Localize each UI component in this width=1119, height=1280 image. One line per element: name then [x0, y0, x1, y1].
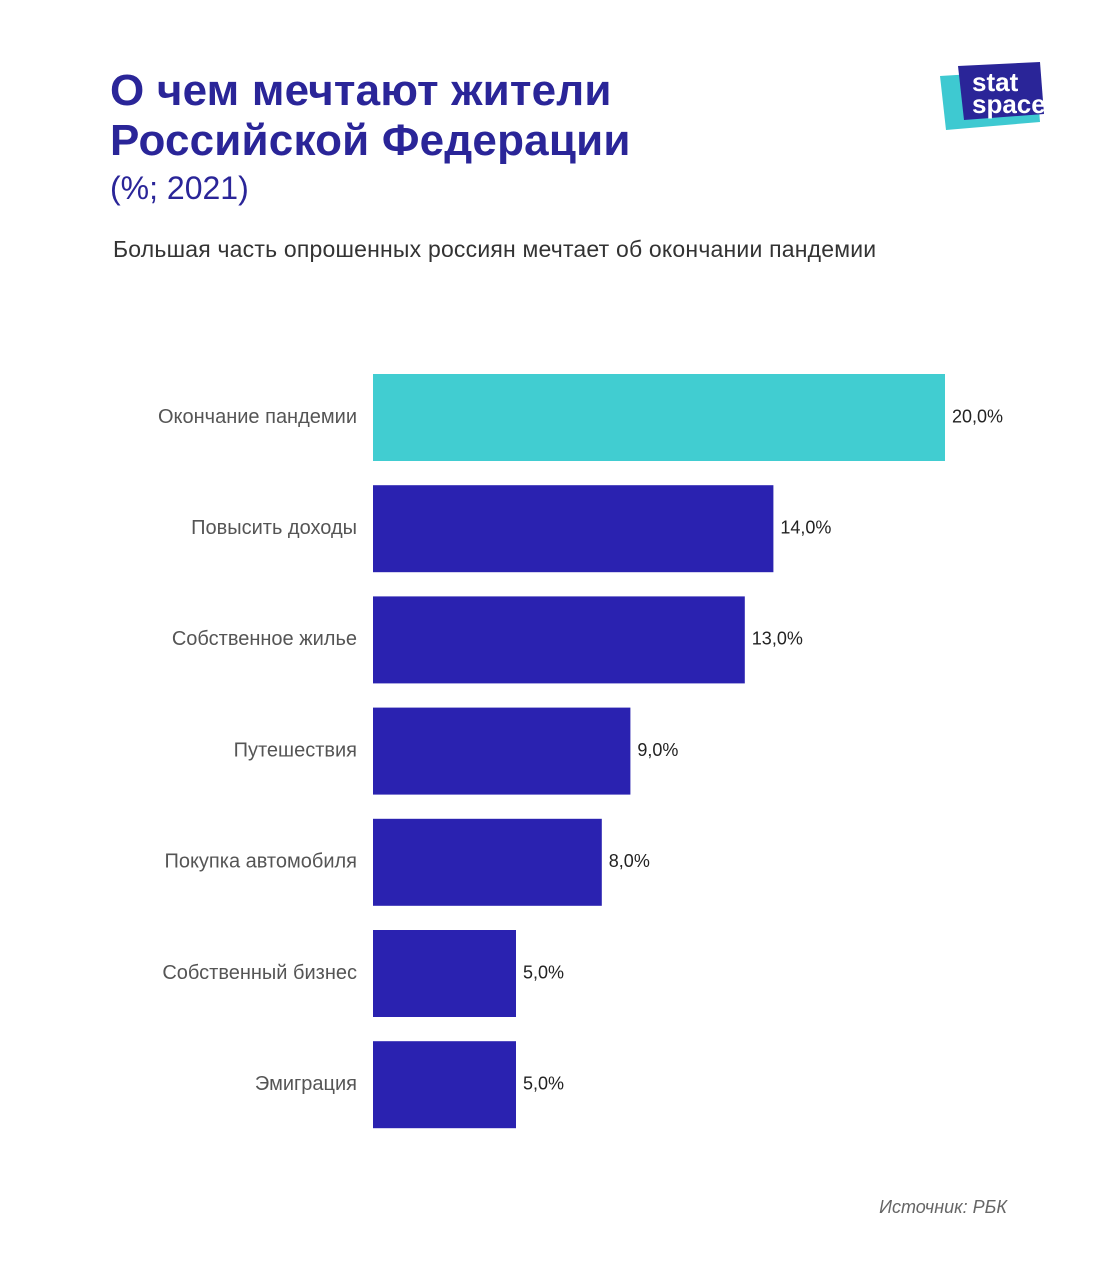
value-label: 20,0% — [952, 406, 1003, 426]
statspace-logo: stat space — [936, 60, 1066, 136]
bar-chart: Окончание пандемии 20,0% Повысить доходы 14… — [158, 374, 1003, 1129]
value-label: 14,0% — [780, 517, 831, 537]
value-label: 8,0% — [609, 851, 650, 871]
bar — [373, 707, 631, 795]
value-label: 9,0% — [637, 740, 678, 760]
bar — [373, 818, 602, 906]
logo-text-line-1: stat — [972, 67, 1019, 97]
category-label: Покупка автомобиля — [164, 851, 357, 873]
logo-text-line-2: space — [972, 89, 1046, 119]
category-label: Путешествия — [234, 739, 357, 761]
bar — [373, 930, 516, 1017]
chart-title: О чем мечтают жители Российской Федераци… — [110, 66, 631, 166]
value-label: 13,0% — [752, 629, 803, 649]
source-note: Источник: РБК — [879, 1197, 1007, 1217]
category-label: Окончание пандемии — [158, 406, 357, 428]
value-label: 5,0% — [523, 1073, 564, 1093]
logo-shapes — [940, 62, 1044, 130]
logo-front-shape — [958, 62, 1044, 120]
value-label: 5,0% — [523, 962, 564, 982]
chart-title-line-1: О чем мечтают жители — [110, 66, 612, 115]
unit-note: (%; 2021) — [110, 170, 249, 206]
category-label: Собственный бизнес — [162, 962, 357, 984]
category-label: Повысить доходы — [191, 517, 357, 539]
bar — [373, 374, 945, 461]
chart-title-line-2: Российской Федерации — [110, 116, 631, 165]
category-label: Собственное жилье — [172, 628, 357, 650]
chart-subtitle: Большая часть опрошенных россиян мечтает… — [113, 236, 877, 262]
bar — [373, 596, 745, 684]
category-label: Эмиграция — [255, 1073, 357, 1095]
bar — [373, 1041, 516, 1129]
bar — [373, 485, 774, 573]
